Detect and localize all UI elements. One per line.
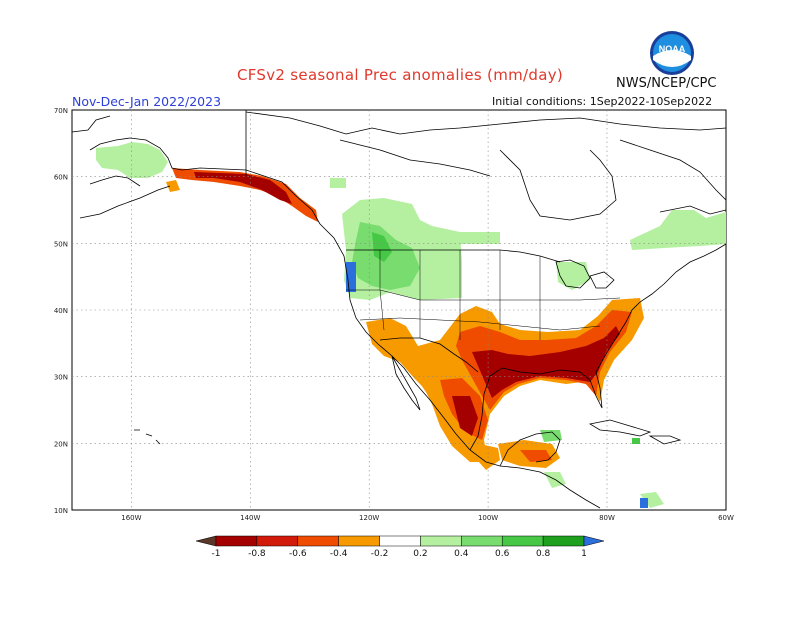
- initial-conditions-label: Initial conditions: 1Sep2022-10Sep2022: [492, 95, 713, 108]
- color-bar-box: [461, 535, 503, 547]
- color-bar-box: [501, 535, 544, 547]
- dry-area-aleutian: [166, 180, 180, 192]
- dry-area-alaska-coast: [172, 168, 318, 222]
- color-bar-box: [338, 535, 380, 547]
- color-bar-box: [420, 535, 462, 547]
- coastlines: [71, 110, 727, 509]
- lat-label-10n: 10N: [54, 507, 68, 515]
- dry-area-mexico-pacific: [400, 362, 500, 470]
- color-bar-box: [542, 535, 585, 547]
- wet-area-alaska: [96, 142, 168, 178]
- agency-label: NWS/NCEP/CPC: [616, 76, 717, 91]
- color-bar-box: [297, 535, 339, 547]
- strong-wet-area-pacific-nw: [372, 232, 392, 262]
- lon-label-160w: 160W: [121, 514, 141, 522]
- map-title: CFSv2 seasonal Prec anomalies (mm/day): [236, 66, 564, 84]
- lon-label-120w: 120W: [359, 514, 379, 522]
- color-bar-label: -0.4: [330, 549, 348, 559]
- color-bar-box: [256, 535, 299, 547]
- color-bar-label: 0.2: [413, 549, 427, 559]
- color-bar-label: -0.8: [248, 549, 266, 559]
- color-bar-end-low: [195, 535, 217, 547]
- strong-dry-area-alaska-coast: [194, 172, 292, 204]
- lon-label-100w: 100W: [478, 514, 498, 522]
- color-bar-label: -1: [212, 549, 221, 559]
- wet-area-central-america: [544, 472, 566, 488]
- longitude-labels: 160W 140W 120W 100W 80W 60W: [121, 514, 734, 522]
- very-wet-area-panama: [640, 498, 648, 508]
- color-bar-end-high: [583, 535, 605, 547]
- lat-label-30n: 30N: [54, 374, 68, 382]
- color-bar: -1 -0.8 -0.6 -0.4 -0.2 0.2 0.4 0.6 0.8 1: [195, 535, 605, 559]
- color-bar-label: 0.6: [495, 549, 510, 559]
- lon-label-60w: 60W: [718, 514, 734, 522]
- color-bar-box: [215, 535, 258, 547]
- color-bar-label: 0.4: [454, 549, 469, 559]
- wet-area-eastern-canada: [630, 210, 726, 250]
- wet-area-canada-north: [330, 178, 346, 188]
- noaa-logo: NOAA: [650, 31, 694, 75]
- logo-text: NOAA: [659, 44, 686, 54]
- color-bar-box: [379, 535, 421, 547]
- color-bar-label: -0.2: [371, 549, 389, 559]
- strong-dry-area-gulf-coast: [472, 326, 620, 398]
- lat-label-70n: 70N: [54, 107, 68, 115]
- lat-label-40n: 40N: [54, 307, 68, 315]
- grid-lines: [72, 110, 726, 510]
- latitude-labels: 70N 60N 50N 40N 30N 20N 10N: [54, 107, 68, 515]
- wet-area-hispaniola: [632, 438, 640, 444]
- lon-label-140w: 140W: [240, 514, 260, 522]
- strong-dry-area-mexico: [452, 396, 478, 436]
- color-bar-label: 1: [581, 549, 587, 559]
- moderate-dry-area-yucatan: [520, 450, 552, 462]
- lon-label-80w: 80W: [599, 514, 615, 522]
- color-bar-label: 0.8: [536, 549, 551, 559]
- state-borders: [346, 250, 621, 340]
- season-label: Nov-Dec-Jan 2022/2023: [72, 94, 222, 109]
- color-bar-label: -0.6: [289, 549, 307, 559]
- lat-label-50n: 50N: [54, 240, 68, 248]
- wet-area-canada-central: [460, 232, 500, 244]
- lat-label-60n: 60N: [54, 174, 68, 182]
- anomaly-shading: [96, 142, 726, 508]
- lat-label-20n: 20N: [54, 440, 68, 448]
- wet-area-panama: [640, 492, 664, 508]
